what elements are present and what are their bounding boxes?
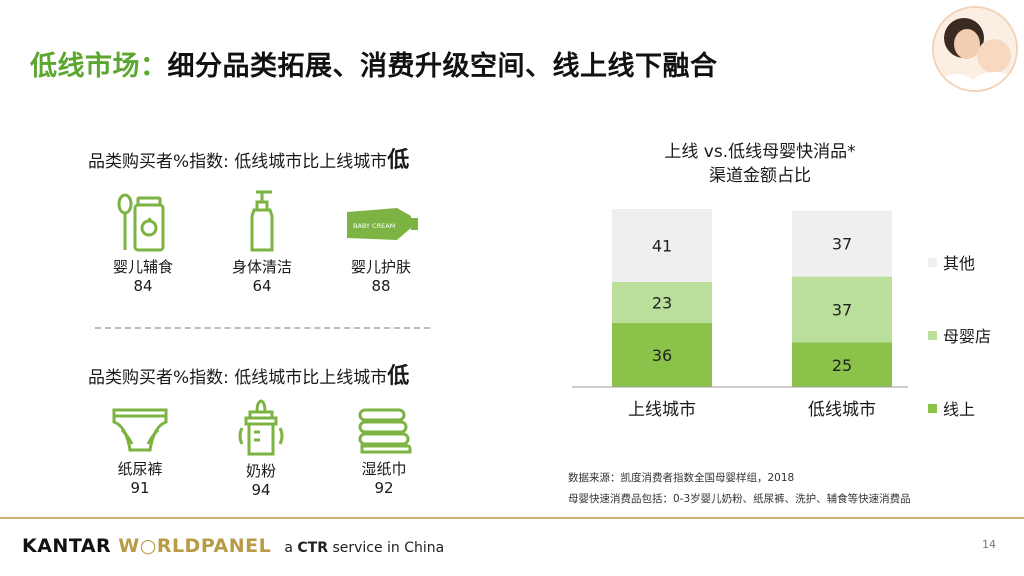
cream-tube-icon: BABY CREAM [347,208,418,240]
page-title-main: 细分品类拓展、消费升级空间、线上线下融合 [167,51,718,82]
category-index: 94 [251,481,271,499]
category-item-body-wash: 身体清洁 64 [207,188,317,296]
category-item-baby-food: 婴儿辅食 84 [88,192,198,296]
diaper-icon [112,408,168,452]
chart-title: 上线 vs.低线母婴快消品* 渠道金额占比 [600,140,920,188]
bar-value-label: 41 [652,236,672,255]
bar-value-label: 37 [832,301,852,320]
section1-heading: 品类购买者%指数: 低线城市比上线城市低 [88,148,410,173]
category-label: 纸尿裤 [117,460,163,478]
section2-heading-emph: 低 [387,364,410,389]
bar-segment [792,276,892,343]
category-label: 婴儿辅食 [112,258,173,276]
category-label: 湿纸巾 [361,460,407,478]
bar-value-label: 25 [832,356,852,375]
legend-item-other: 其他 [928,250,975,274]
legend-label: 其他 [943,254,976,273]
category-item-diaper: 纸尿裤 91 [85,404,195,498]
bar-segment [792,210,892,277]
wet-wipes-icon [358,408,412,454]
bar-segment [612,209,712,282]
tube-text: BABY CREAM [353,222,395,230]
footer-rule [0,517,1024,519]
kantar-worldpanel-logo: KANTAR W○RLDPANEL a CTR service in China [22,535,444,557]
chart-title-line2: 渠道金额占比 [709,166,811,186]
baby-food-jar-icon [117,193,165,252]
category-axis-label: 低线城市 [808,400,876,420]
category-index: 88 [371,277,391,295]
category-definition-note: 母婴快速消费品包括：0-3岁婴儿奶粉、纸尿裤、洗护、辅食等快速消费品 [568,493,911,505]
pump-bottle-icon [250,190,274,252]
category-index: 92 [374,479,394,497]
bar-value-label: 23 [652,293,672,312]
category-label: 婴儿护肤 [350,258,411,276]
category-label: 奶粉 [245,462,276,480]
bar-value-label: 36 [652,346,672,365]
data-source-note: 数据来源：凯度消费者指数全国母婴样组，2018 [568,472,795,484]
brand-worldpanel: W○RLDPANEL [118,535,272,557]
bar-segment [612,322,712,387]
page-number: 14 [982,538,996,551]
section2-heading: 品类购买者%指数: 低线城市比上线城市低 [88,364,410,389]
category-item-wet-wipes: 湿纸巾 92 [329,406,439,498]
page-title: 低线市场：细分品类拓展、消费升级空间、线上线下融合 [30,44,718,83]
stacked-bar-chart: 36 23 41 25 37 37 上线城市 低线城市 [572,209,908,420]
section-divider [95,327,430,329]
bar-segment [612,281,712,323]
category-index: 91 [130,479,150,497]
legend-swatch [928,403,937,413]
category-axis-label: 上线城市 [628,400,696,420]
bar-segment [792,342,892,387]
bar-value-label: 37 [832,235,852,254]
category-item-baby-skincare: BABY CREAM 婴儿护肤 88 [326,198,436,296]
brand-ctr-tagline: a CTR service in China [284,540,445,556]
legend-label: 线上 [943,400,976,419]
category-index: 84 [133,277,153,295]
section1-heading-emph: 低 [387,148,410,173]
legend-label: 母婴店 [943,327,992,346]
legend-item-mother-baby-store: 母婴店 [928,323,991,347]
baby-bottle-icon [238,399,284,456]
mother-baby-photo [932,6,1018,92]
chart-title-line1: 上线 vs.低线母婴快消品* [664,142,856,162]
brand-kantar: KANTAR [22,535,112,557]
category-label: 身体清洁 [231,258,292,276]
category-index: 64 [252,277,272,295]
page-title-highlight: 低线市场： [30,51,168,82]
legend-swatch [928,330,937,340]
category-item-milk-powder: 奶粉 94 [206,398,316,500]
legend-item-online: 线上 [928,396,975,420]
legend-swatch [928,257,937,267]
